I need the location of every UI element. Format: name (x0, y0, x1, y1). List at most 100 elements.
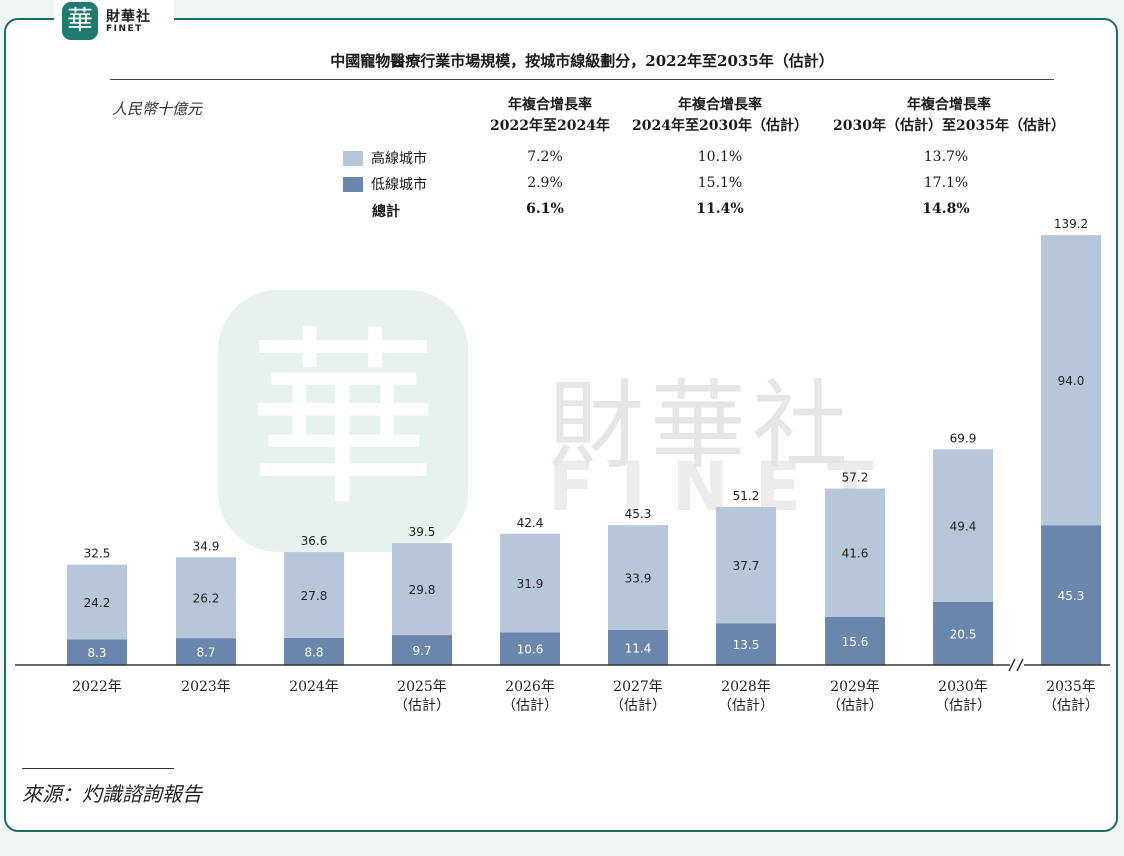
x-tick-9-0: 2035年 (1046, 679, 1096, 695)
label-high-4: 31.9 (517, 577, 544, 591)
label-total-1: 34.9 (193, 539, 220, 553)
bar-high-2 (284, 552, 344, 638)
legend-swatch-low (343, 177, 363, 192)
label-high-5: 33.9 (625, 572, 652, 586)
bar-high-6 (716, 507, 776, 624)
x-tick-6-0: 2028年 (721, 679, 771, 695)
legend-total-label: 總計 (372, 204, 400, 220)
label-low-8: 20.5 (950, 627, 977, 641)
x-tick-7-0: 2029年 (830, 679, 880, 695)
x-tick-3-0: 2025年 (397, 679, 447, 695)
cagr-total-2: 11.4% (696, 201, 744, 217)
legend-label-low: 低線城市 (371, 177, 427, 193)
x-tick-8-0: 2030年 (938, 679, 988, 695)
bar-low-6 (716, 623, 776, 665)
bar-high-3 (392, 543, 452, 636)
label-total-4: 42.4 (517, 516, 544, 530)
watermark-seal-icon: 華 (218, 290, 468, 552)
source-divider (22, 768, 174, 769)
unit-label: 人民幣十億元 (112, 100, 203, 118)
label-high-7: 41.6 (842, 547, 869, 561)
cagr-header-3-line2: 2030年（估計）至2035年（估計） (833, 118, 1065, 134)
bar-low-1 (176, 638, 236, 665)
x-tick-9-1: （估計） (1043, 698, 1099, 714)
label-total-3: 39.5 (409, 525, 436, 539)
cagr-header-3-line1: 年複合增長率 (907, 97, 991, 113)
cagr-header-3: 年複合增長率 2030年（估計）至2035年（估計） (816, 95, 1082, 137)
x-tick-4-1: （估計） (502, 698, 558, 714)
bar-low-7 (825, 616, 885, 665)
bar-high-8 (933, 449, 993, 602)
label-high-3: 29.8 (409, 583, 436, 597)
bar-low-3 (392, 635, 452, 665)
label-total-6: 51.2 (733, 489, 760, 503)
source-note: 來源：灼識諮詢報告 (22, 782, 202, 806)
cagr-low-2: 15.1% (697, 175, 743, 191)
label-total-5: 45.3 (625, 507, 652, 521)
bar-low-2 (284, 637, 344, 665)
bar-low-9 (1041, 525, 1101, 665)
label-low-0: 8.3 (87, 646, 106, 660)
bar-low-5 (608, 629, 668, 665)
bar-low-8 (933, 601, 993, 665)
x-tick-5-0: 2027年 (613, 679, 663, 695)
label-total-2: 36.6 (301, 534, 328, 548)
legend-label-high: 高線城市 (371, 151, 427, 167)
legend-swatch-high (343, 151, 363, 166)
label-total-7: 57.2 (842, 470, 869, 484)
x-tick-0-0: 2022年 (72, 679, 122, 695)
x-tick-2-0: 2024年 (289, 679, 339, 695)
bar-high-0 (67, 564, 127, 640)
bar-high-1 (176, 557, 236, 639)
label-low-4: 10.6 (517, 643, 544, 657)
watermark-name-en: FINET (548, 448, 900, 527)
bar-high-7 (825, 488, 885, 617)
label-high-2: 27.8 (301, 589, 328, 603)
label-total-8: 69.9 (950, 431, 977, 445)
cagr-total-3: 14.8% (922, 201, 970, 217)
label-total-9: 139.2 (1054, 217, 1088, 231)
x-tick-1-0: 2023年 (181, 679, 231, 695)
brand-name-cn: 財華社 (106, 9, 151, 25)
watermark-name-cn: 財華社 (548, 370, 854, 482)
cagr-header-1-line1: 年複合增長率 (508, 97, 592, 113)
bar-high-4 (500, 533, 560, 633)
chart-title: 中國寵物醫療行業市場規模，按城市線級劃分，2022年至2035年（估計） (330, 52, 834, 70)
bar-high-5 (608, 525, 668, 630)
axis-break-mark-1 (1008, 658, 1016, 672)
label-high-1: 26.2 (193, 592, 220, 606)
label-high-9: 94.0 (1058, 374, 1085, 388)
cagr-header-1: 年複合增長率 2022年至2024年 (480, 95, 620, 137)
cagr-high-3: 13.7% (923, 149, 969, 165)
label-low-1: 8.7 (196, 646, 215, 660)
cagr-total-1: 6.1% (526, 201, 564, 217)
label-low-6: 13.5 (733, 638, 760, 652)
x-tick-8-1: （估計） (935, 698, 991, 714)
chart-frame (4, 18, 1118, 832)
bar-low-0 (67, 639, 127, 665)
cagr-header-2-line1: 年複合增長率 (678, 97, 762, 113)
axis-break-mark-2 (1016, 658, 1024, 672)
title-divider (110, 79, 1054, 80)
label-low-2: 8.8 (304, 645, 323, 659)
brand-seal-icon: 華 (62, 2, 98, 40)
cagr-header-2-line2: 2024年至2030年（估計） (632, 118, 808, 134)
label-low-3: 9.7 (412, 644, 431, 658)
brand-name-en: FINET (106, 24, 143, 34)
x-tick-4-0: 2026年 (505, 679, 555, 695)
brand-logo: 華 財華社 FINET (54, 0, 174, 42)
label-total-0: 32.5 (84, 547, 111, 561)
cagr-low-1: 2.9% (527, 175, 563, 191)
bar-high-9 (1041, 235, 1101, 526)
watermark-seal-char: 華 (247, 310, 438, 531)
x-tick-6-1: （估計） (718, 698, 774, 714)
label-high-6: 37.7 (733, 559, 760, 573)
x-tick-5-1: （估計） (610, 698, 666, 714)
bar-low-4 (500, 632, 560, 665)
cagr-low-3: 17.1% (923, 175, 969, 191)
cagr-high-1: 7.2% (527, 149, 563, 165)
cagr-high-2: 10.1% (697, 149, 743, 165)
label-low-9: 45.3 (1058, 589, 1085, 603)
x-tick-7-1: （估計） (827, 698, 883, 714)
